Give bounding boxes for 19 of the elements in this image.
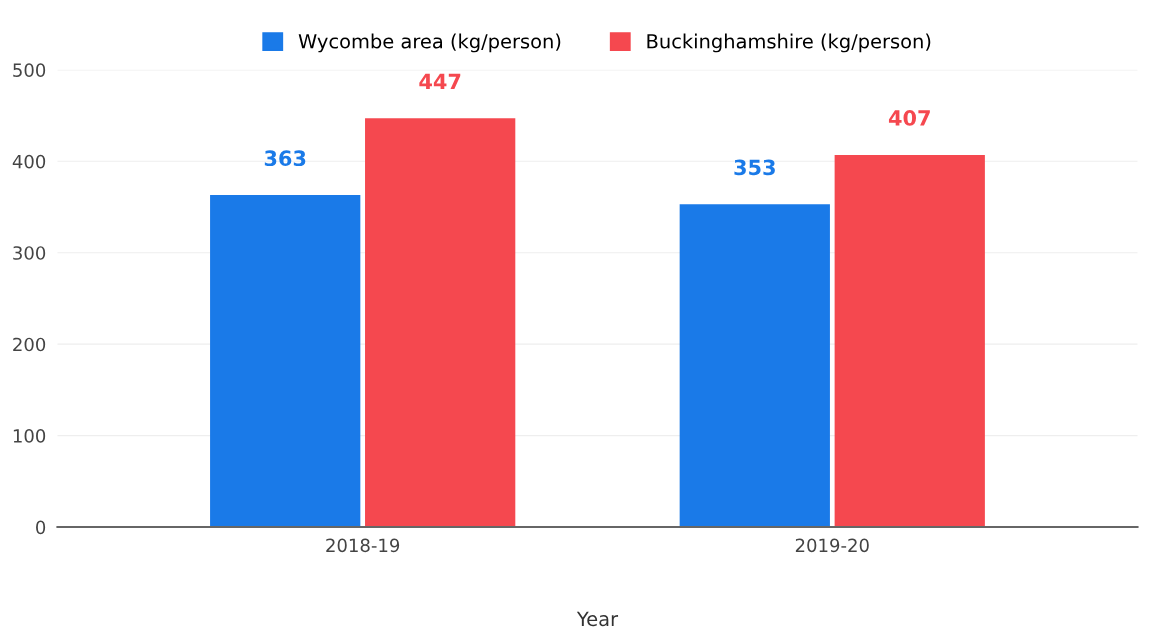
data-label: 407 — [888, 110, 930, 126]
legend-label: Wycombe area (kg/person) — [298, 33, 561, 53]
y-tick-label: 400 — [12, 154, 46, 169]
y-tick-label: 100 — [13, 429, 46, 443]
x-tick-label: 2019-20 — [795, 538, 869, 553]
y-tick-label: 500 — [13, 63, 46, 77]
data-label: 447 — [419, 73, 461, 89]
data-label: 353 — [734, 159, 775, 176]
bar — [834, 154, 985, 528]
data-label: 363 — [264, 150, 306, 167]
bar — [210, 195, 361, 528]
y-tick-label: 200 — [13, 337, 46, 352]
bar — [365, 118, 516, 528]
y-tick-label: 300 — [13, 246, 46, 260]
x-tick-label: 2018-19 — [326, 538, 400, 553]
bar — [679, 204, 830, 528]
x-axis-title: Year — [576, 611, 619, 627]
legend-label: Buckinghamshire (kg/person) — [647, 33, 931, 53]
y-tick-label: 0 — [36, 520, 46, 535]
